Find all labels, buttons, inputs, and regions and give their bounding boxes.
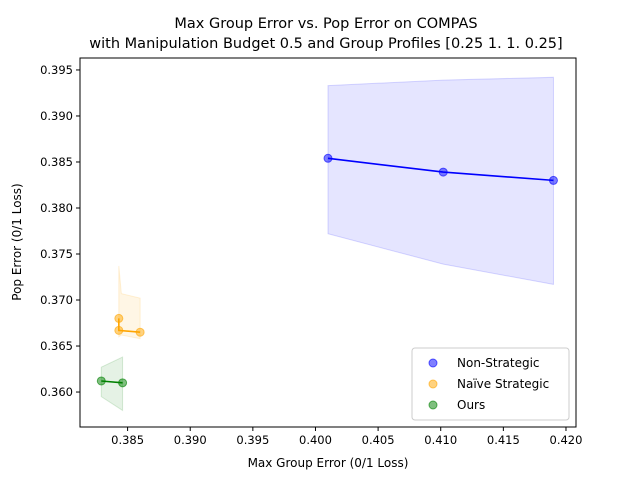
point-ours-0	[96, 376, 106, 386]
x-tick-label: 0.400	[299, 433, 332, 447]
point-naive-strategic-2	[135, 327, 145, 337]
x-tick-label: 0.415	[487, 433, 520, 447]
point-ours-1	[118, 378, 128, 388]
y-tick-label: 0.375	[40, 247, 73, 261]
point-non-strategic-1	[438, 167, 448, 177]
y-axis-label: Pop Error (0/1 Loss)	[10, 183, 24, 300]
legend-marker-non-strategic	[428, 358, 438, 368]
y-tick-label: 0.370	[40, 293, 73, 307]
x-tick-label: 0.395	[236, 433, 269, 447]
y-axis: 0.360 0.365 0.370 0.375 0.380 0.385 0.390 0.395	[40, 63, 80, 399]
x-tick-label: 0.405	[362, 433, 395, 447]
y-tick-label: 0.360	[40, 385, 73, 399]
chart-title-line2: with Manipulation Budget 0.5 and Group P…	[89, 36, 562, 52]
confidence-bands	[100, 76, 554, 412]
x-tick-label: 0.410	[424, 433, 457, 447]
y-tick-label: 0.390	[40, 109, 73, 123]
legend-label-naive-strategic: Naïve Strategic	[457, 377, 549, 391]
band-non-strategic	[327, 76, 554, 285]
legend-box	[411, 347, 570, 421]
point-naive-strategic-0	[114, 313, 124, 323]
legend-label-non-strategic: Non-Strategic	[457, 356, 540, 370]
legend-marker-naive-strategic	[428, 379, 438, 389]
x-axis: 0.385 0.390 0.395 0.400 0.405 0.410 0.415 0.420	[111, 427, 582, 447]
band-ours	[100, 356, 124, 412]
x-tick-label: 0.390	[174, 433, 207, 447]
chart-title-line1: Max Group Error vs. Pop Error on COMPAS	[174, 16, 477, 32]
x-axis-label: Max Group Error (0/1 Loss)	[248, 456, 409, 470]
band-naive-strategic	[118, 265, 141, 340]
x-tick-label: 0.420	[550, 433, 583, 447]
y-tick-label: 0.380	[40, 201, 73, 215]
legend: Non-Strategic Naïve Strategic Ours	[411, 347, 570, 421]
y-tick-label: 0.365	[40, 339, 73, 353]
series-points	[96, 153, 558, 388]
y-tick-label: 0.385	[40, 155, 73, 169]
point-non-strategic-2	[548, 175, 558, 185]
point-non-strategic-0	[323, 153, 333, 163]
y-tick-label: 0.395	[40, 63, 73, 77]
x-tick-label: 0.385	[111, 433, 144, 447]
plot-frame	[79, 57, 577, 428]
legend-label-ours: Ours	[457, 398, 485, 412]
point-naive-strategic-1	[114, 325, 124, 335]
legend-marker-ours	[428, 400, 438, 410]
